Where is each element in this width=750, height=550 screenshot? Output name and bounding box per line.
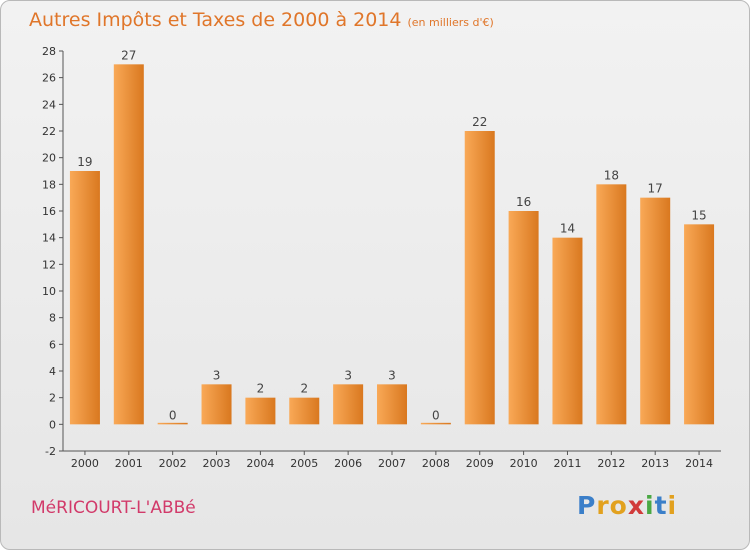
x-tick-label-2003: 2003 (203, 457, 231, 470)
data-label-2011: 14 (560, 222, 575, 236)
bar-2007 (377, 384, 407, 425)
y-tick-label: 4 (49, 365, 56, 378)
bar-2012 (596, 184, 627, 425)
data-label-2007: 3 (388, 368, 396, 382)
logo-letter: i (645, 491, 655, 520)
x-tick-label-2014: 2014 (685, 457, 713, 470)
logo-letter: t (654, 491, 668, 520)
commune-name: MéRICOURT-L'ABBé (31, 498, 196, 518)
y-tick-label: 12 (42, 258, 56, 271)
bar-2003 (201, 384, 232, 425)
logo-letter: P (577, 491, 597, 520)
x-tick-label-2009: 2009 (466, 457, 494, 470)
data-label-2005: 2 (300, 382, 308, 396)
logo-letter: x (627, 491, 645, 520)
x-tick-label-2013: 2013 (641, 457, 669, 470)
y-tick-label: 24 (42, 98, 56, 111)
x-tick-label-2002: 2002 (159, 457, 187, 470)
bar-2013 (640, 197, 671, 425)
bar-2005 (289, 397, 320, 425)
chart-unit: (en milliers d'€) (407, 16, 494, 29)
x-tick-label-2001: 2001 (115, 457, 143, 470)
bar-2010 (508, 211, 539, 425)
proxiti-logo: Proxiti (577, 491, 677, 520)
logo-letter: o (609, 491, 628, 520)
x-tick-label-2004: 2004 (246, 457, 274, 470)
chart-title: Autres Impôts et Taxes de 2000 à 2014 (en… (29, 9, 494, 31)
logo-letter: r (596, 491, 610, 520)
data-label-2009: 22 (472, 115, 487, 129)
x-tick-label-2008: 2008 (422, 457, 450, 470)
x-tick-label-2000: 2000 (71, 457, 99, 470)
y-tick-label: 28 (42, 45, 56, 58)
bar-2011 (552, 237, 583, 425)
y-tick-label: 18 (42, 178, 56, 191)
data-label-2003: 3 (213, 368, 221, 382)
y-tick-label: 26 (42, 72, 56, 85)
data-label-2013: 17 (648, 182, 663, 196)
chart-title-text: Autres Impôts et Taxes de 2000 à 2014 (29, 9, 402, 31)
y-tick-label: 2 (49, 392, 56, 405)
y-tick-label: -2 (45, 445, 56, 458)
bar-2008 (420, 422, 451, 425)
bar-2014 (684, 224, 715, 425)
x-tick-label-2007: 2007 (378, 457, 406, 470)
x-tick-label-2011: 2011 (553, 457, 581, 470)
data-label-2002: 0 (169, 408, 177, 422)
data-label-2000: 19 (77, 155, 92, 169)
y-tick-label: 20 (42, 152, 56, 165)
x-tick-label-2012: 2012 (597, 457, 625, 470)
data-label-2001: 27 (121, 48, 136, 62)
y-tick-label: 14 (42, 232, 56, 245)
x-tick-label-2005: 2005 (290, 457, 318, 470)
data-label-2008: 0 (432, 408, 440, 422)
bar-2001 (113, 64, 144, 425)
bar-2004 (245, 397, 276, 425)
data-label-2014: 15 (691, 208, 706, 222)
y-tick-label: 8 (49, 312, 56, 325)
y-tick-label: 10 (42, 285, 56, 298)
x-tick-label-2006: 2006 (334, 457, 362, 470)
logo-letter: i (667, 491, 678, 520)
x-tick-label-2010: 2010 (510, 457, 538, 470)
y-tick-label: 22 (42, 125, 56, 138)
y-tick-label: 6 (49, 338, 56, 351)
y-tick-label: 16 (42, 205, 56, 218)
bar-2002 (157, 422, 188, 425)
bar-2009 (464, 131, 495, 425)
bar-2000 (69, 171, 100, 425)
data-label-2006: 3 (344, 368, 352, 382)
bar-2006 (333, 384, 364, 425)
data-label-2012: 18 (604, 168, 619, 182)
data-label-2010: 16 (516, 195, 531, 209)
y-tick-label: 0 (49, 418, 56, 431)
data-label-2004: 2 (257, 382, 265, 396)
